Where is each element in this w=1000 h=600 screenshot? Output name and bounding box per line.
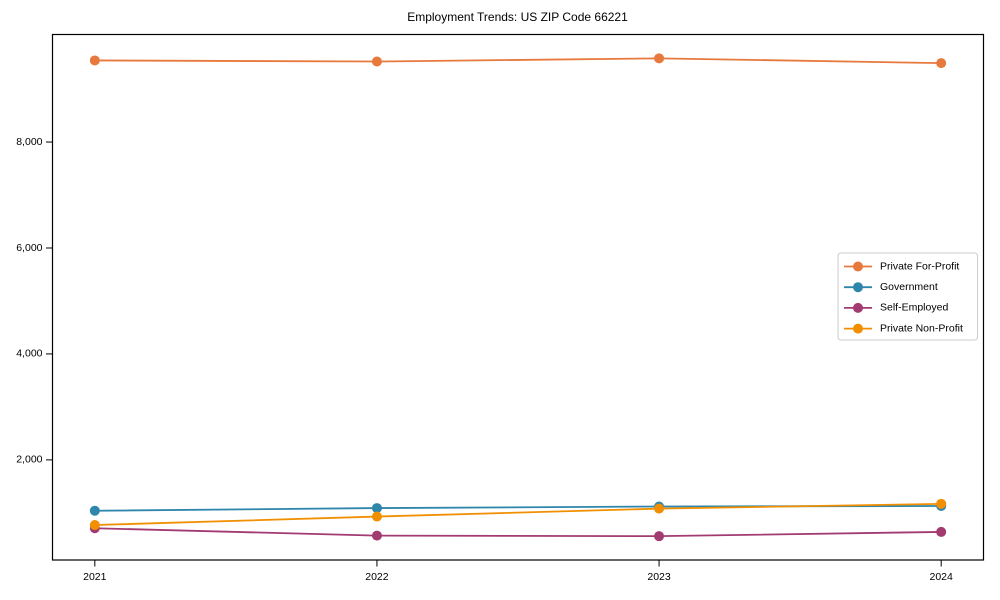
x-tick-label: 2024 xyxy=(930,571,954,583)
series-line-private-for-profit xyxy=(94,57,942,65)
legend-label-private-non-profit: Private Non-Profit xyxy=(880,322,963,334)
data-point-self-employed-2023 xyxy=(654,531,665,542)
y-tick-label: 8,000 xyxy=(16,136,42,148)
y-tick-label: 4,000 xyxy=(16,348,42,360)
data-point-self-employed-2022 xyxy=(371,530,382,541)
x-tick-label: 2021 xyxy=(83,571,107,583)
series-line-private-non-profit xyxy=(94,502,942,526)
data-point-private-non-profit-2024 xyxy=(936,498,947,509)
legend-swatch-marker-government xyxy=(853,282,863,293)
legend-swatch-marker-private-for-profit xyxy=(853,261,863,272)
data-point-private-for-profit-2023 xyxy=(654,53,665,64)
data-point-private-non-profit-2021 xyxy=(89,520,100,531)
legend-box xyxy=(837,252,978,341)
data-point-government-2021 xyxy=(89,505,100,516)
data-point-self-employed-2024 xyxy=(936,526,947,537)
legend-swatch-marker-private-non-profit xyxy=(853,323,863,334)
legend-label-government: Government xyxy=(880,281,938,293)
legend-label-private-for-profit: Private For-Profit xyxy=(880,260,959,272)
legend-label-self-employed: Self-Employed xyxy=(880,302,948,314)
chart-title: Employment Trends: US ZIP Code 66221 xyxy=(407,10,628,24)
y-tick-label: 6,000 xyxy=(16,242,42,254)
y-tick-label: 2,000 xyxy=(16,454,42,466)
legend-swatch-marker-self-employed xyxy=(853,302,863,313)
data-point-private-non-profit-2023 xyxy=(654,503,665,514)
data-point-private-non-profit-2022 xyxy=(371,511,382,522)
x-tick-label: 2022 xyxy=(365,571,389,583)
data-point-government-2022 xyxy=(371,503,382,514)
x-tick-label: 2023 xyxy=(647,571,671,583)
data-point-private-for-profit-2024 xyxy=(936,58,947,69)
data-point-private-for-profit-2022 xyxy=(371,56,382,67)
data-point-private-for-profit-2021 xyxy=(89,55,100,66)
plot-frame xyxy=(51,33,985,561)
series-line-self-employed xyxy=(94,527,942,538)
